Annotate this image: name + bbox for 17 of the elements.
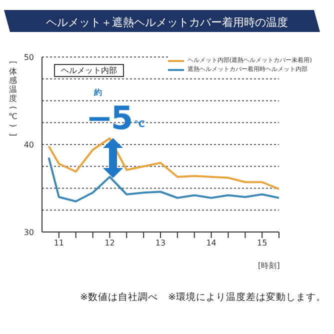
x-tick-label: 12 bbox=[104, 238, 115, 248]
x-tick-label: 11 bbox=[54, 238, 64, 248]
line-series bbox=[48, 156, 279, 202]
chart-title: ヘルメット＋遮熱ヘルメットカバー着用時の温度 bbox=[46, 16, 288, 29]
annotation: ヘルメット内部 bbox=[54, 64, 124, 77]
annotation: ℃ bbox=[134, 120, 145, 130]
y-tick-label: 40 bbox=[24, 140, 34, 150]
line-series bbox=[48, 137, 279, 190]
annotation: −5 bbox=[86, 99, 132, 137]
x-tick-label: 14 bbox=[206, 238, 216, 248]
text: ※数値は自社調べ ※環境により温度差は変動します。 bbox=[80, 291, 326, 304]
text: [体感温度(℃)] bbox=[8, 60, 18, 136]
y-tick-label: 30 bbox=[24, 228, 34, 237]
x-tick-label: 15 bbox=[256, 238, 268, 248]
annotation: 約 bbox=[94, 88, 102, 97]
y-tick-label: 50 bbox=[24, 52, 34, 62]
x-tick-label: 13 bbox=[155, 238, 166, 248]
